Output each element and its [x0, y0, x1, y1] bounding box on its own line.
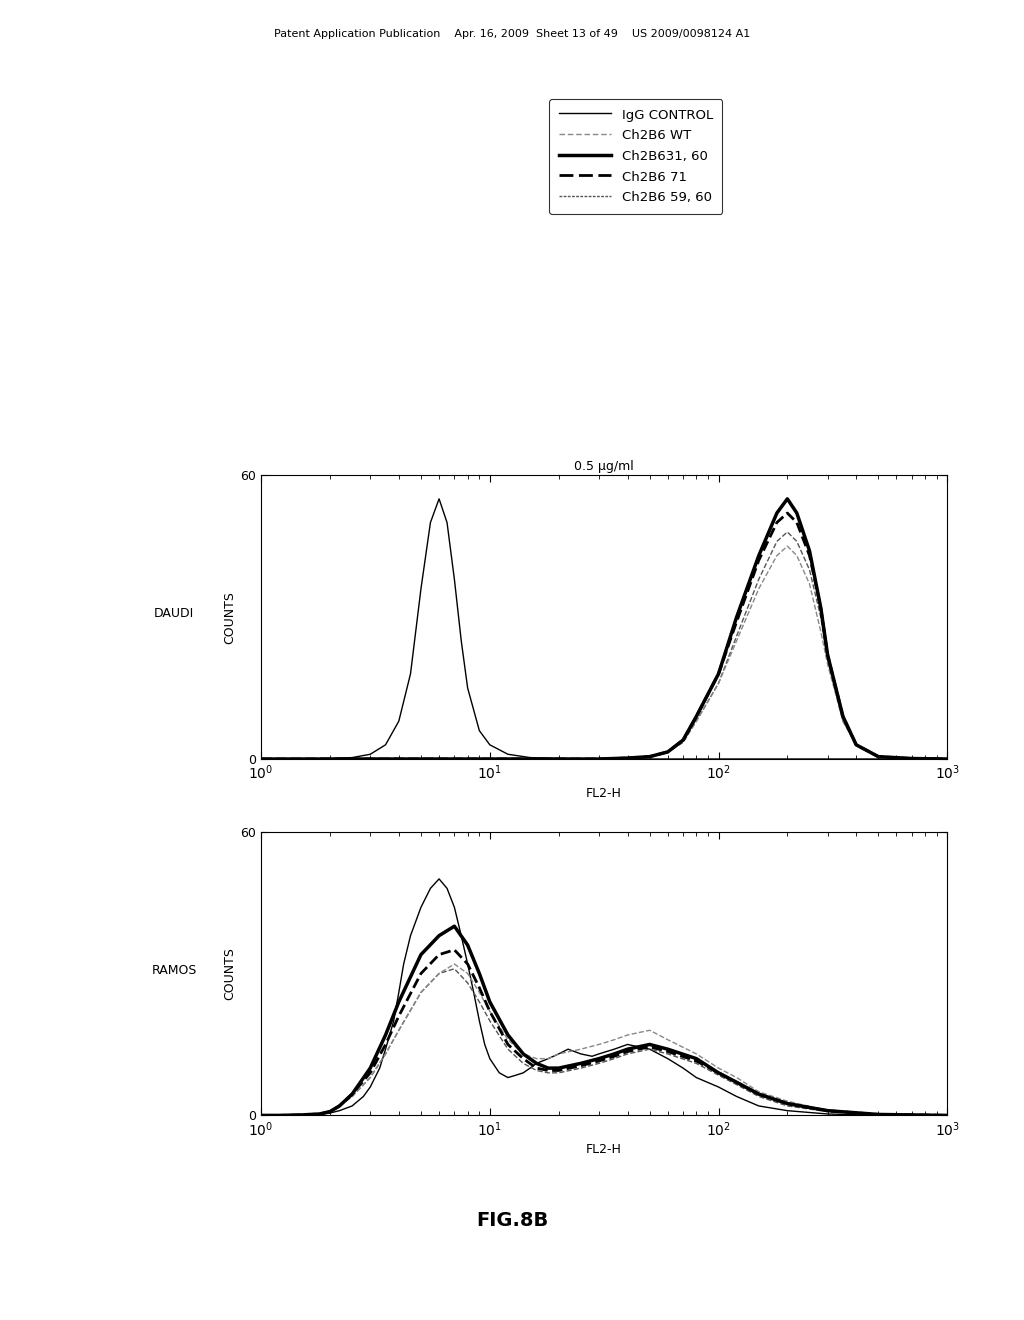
X-axis label: FL2-H: FL2-H: [586, 787, 623, 800]
Text: DAUDI: DAUDI: [154, 607, 195, 620]
Y-axis label: COUNTS: COUNTS: [223, 590, 237, 644]
X-axis label: FL2-H: FL2-H: [586, 1143, 623, 1156]
Title: 0.5 μg/ml: 0.5 μg/ml: [574, 459, 634, 473]
Text: FIG.8B: FIG.8B: [476, 1212, 548, 1230]
Text: RAMOS: RAMOS: [152, 964, 197, 977]
Legend: IgG CONTROL, Ch2B6 WT, Ch2B631, 60, Ch2B6 71, Ch2B6 59, 60: IgG CONTROL, Ch2B6 WT, Ch2B631, 60, Ch2B…: [549, 99, 722, 214]
Y-axis label: COUNTS: COUNTS: [223, 946, 237, 1001]
Text: Patent Application Publication    Apr. 16, 2009  Sheet 13 of 49    US 2009/00981: Patent Application Publication Apr. 16, …: [273, 29, 751, 40]
